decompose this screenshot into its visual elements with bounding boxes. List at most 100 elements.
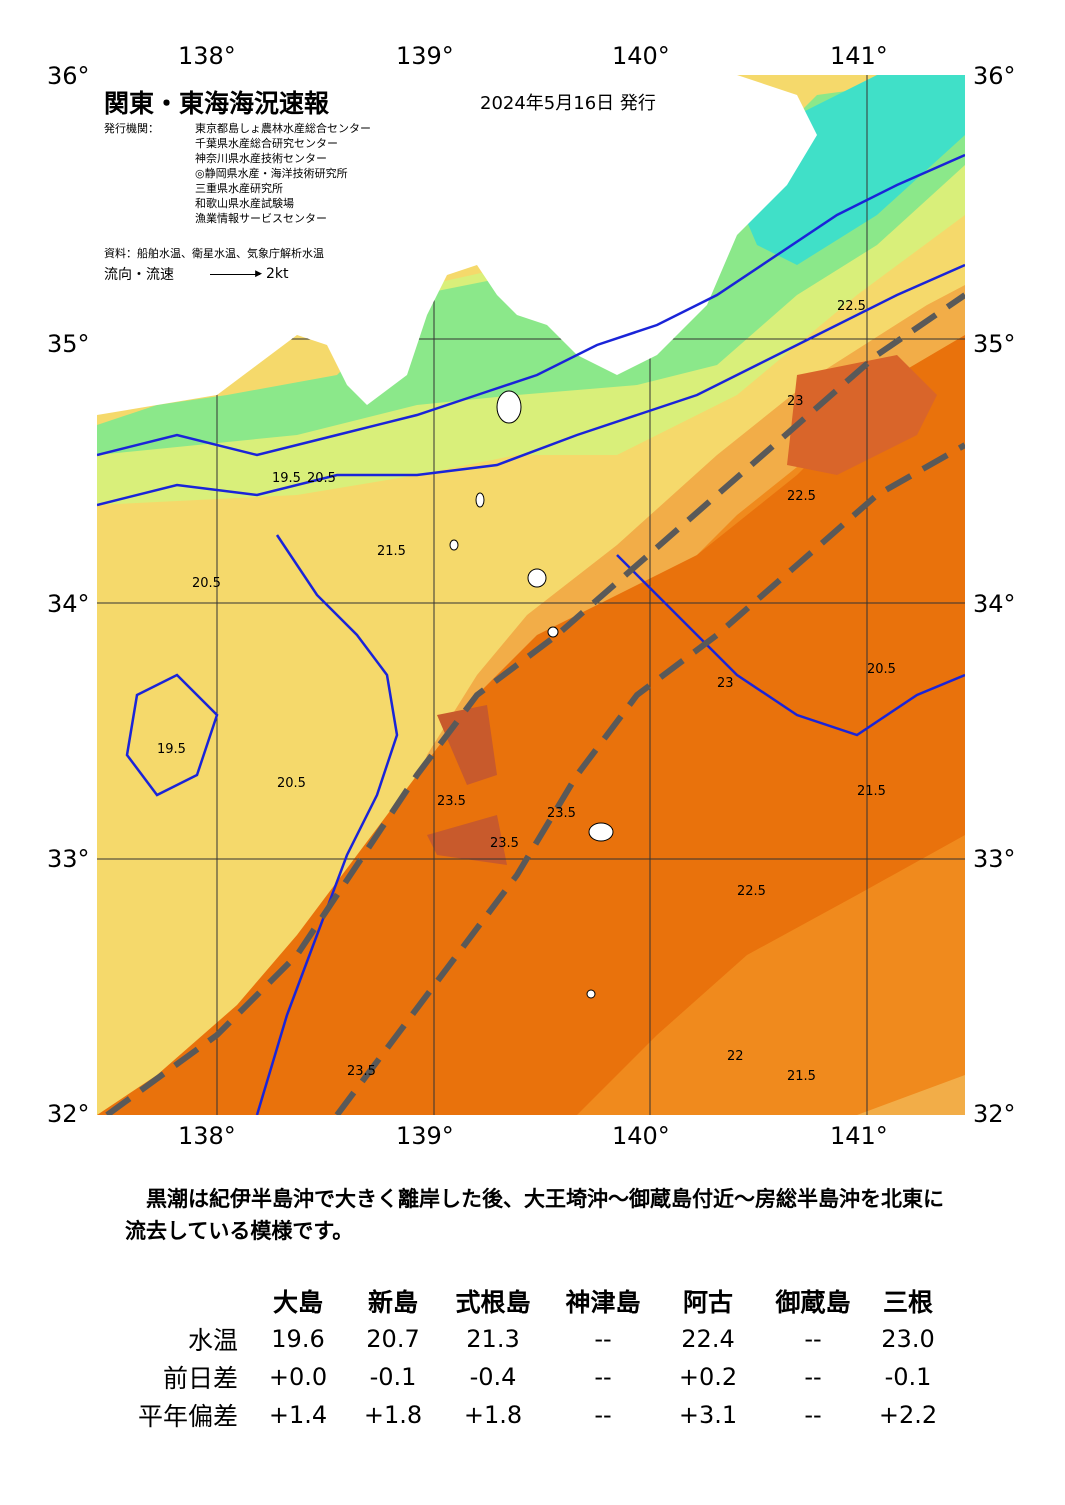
column-header: 式根島 (455, 1288, 531, 1317)
table-cell: 21.3 (466, 1325, 520, 1353)
svg-text:20.5: 20.5 (277, 776, 306, 791)
lon-tick-bottom-140: 140° (612, 1122, 670, 1150)
issue-date: 2024年5月16日 発行 (480, 93, 656, 114)
contour-value-labels: 19.5 20.5 20.5 19.5 20.5 21.5 23.5 23.5 … (157, 299, 896, 1084)
svg-text:23: 23 (787, 394, 804, 409)
table-cell: -- (594, 1363, 612, 1391)
table-header-row: 大島 新島 式根島 神津島 阿古 御蔵島 三根 (120, 1282, 948, 1320)
issuer-item: 東京都島しょ農林水産総合センター (195, 122, 371, 135)
column-header: 三根 (882, 1288, 933, 1317)
lat-tick-left-36: 36° (47, 62, 90, 90)
table-corner (120, 1282, 248, 1320)
svg-text:20.5: 20.5 (192, 576, 221, 591)
island-mikurajima (547, 626, 559, 638)
table-cell: 22.4 (681, 1325, 735, 1353)
lat-tick-right-33: 33° (973, 845, 1016, 873)
map-title: 関東・東海海況速報 (104, 89, 330, 118)
table-row: 前日差 +0.0 -0.1 -0.4 -- +0.2 -- -0.1 (120, 1358, 948, 1396)
flow-legend-label: 流向・流速 (104, 267, 174, 283)
svg-text:22.5: 22.5 (837, 299, 866, 314)
lon-tick-top-140: 140° (612, 42, 670, 70)
lon-tick-top-138: 138° (178, 42, 236, 70)
svg-text:23.5: 23.5 (490, 836, 519, 851)
svg-text:21.5: 21.5 (857, 784, 886, 799)
svg-text:19.5: 19.5 (272, 471, 301, 486)
issuer-list: 東京都島しょ農林水産総合センター 千葉県水産総合研究センター 神奈川県水産技術セ… (195, 121, 371, 226)
table-cell: -- (804, 1363, 822, 1391)
row-label: 平年偏差 (137, 1402, 238, 1431)
sea-band-23 (97, 335, 965, 1115)
sea-band-23-5-east (787, 355, 937, 475)
table-cell: -0.1 (884, 1363, 932, 1391)
islands (449, 390, 614, 999)
lat-tick-right-35: 35° (973, 330, 1016, 358)
table-cell: +1.8 (363, 1401, 423, 1429)
table-row: 水温 19.6 20.7 21.3 -- 22.4 -- 23.0 (120, 1320, 948, 1358)
svg-text:19.5: 19.5 (157, 742, 186, 757)
lon-tick-bottom-138: 138° (178, 1122, 236, 1150)
table-cell: -- (804, 1325, 822, 1353)
lon-tick-top-139: 139° (396, 42, 454, 70)
table-cell: -0.1 (369, 1363, 417, 1391)
lon-tick-top-141: 141° (830, 42, 888, 70)
sea-band-24 (427, 705, 507, 865)
lat-tick-left-32: 32° (47, 1100, 90, 1128)
table-cell: +0.2 (678, 1363, 738, 1391)
lon-tick-bottom-139: 139° (396, 1122, 454, 1150)
svg-text:20.5: 20.5 (867, 662, 896, 677)
issuer-item: 神奈川県水産技術センター (195, 152, 327, 165)
lat-tick-right-34: 34° (973, 590, 1016, 618)
issuer-item: 三重県水産研究所 (195, 182, 283, 195)
svg-text:22: 22 (727, 1049, 744, 1064)
column-header: 神津島 (565, 1288, 641, 1317)
island-niijima (475, 492, 485, 508)
lat-tick-right-36: 36° (973, 62, 1016, 90)
svg-text:21.5: 21.5 (377, 544, 406, 559)
svg-text:23.5: 23.5 (347, 1064, 376, 1079)
svg-text:22.5: 22.5 (737, 884, 766, 899)
table-cell: +3.1 (678, 1401, 738, 1429)
land-honshu (97, 75, 817, 415)
svg-text:20.5: 20.5 (307, 471, 336, 486)
table-cell: -- (594, 1401, 612, 1429)
column-header: 阿古 (682, 1288, 733, 1317)
table-cell: -- (804, 1401, 822, 1429)
data-source: 資料：船舶水温、衛星水温、気象庁解析水温 (104, 247, 324, 260)
kuroshio-axis-lines (105, 292, 965, 1115)
row-label: 前日差 (162, 1364, 238, 1393)
table-cell: +0.0 (268, 1363, 328, 1391)
lat-tick-left-33: 33° (47, 845, 90, 873)
issuer-item: 和歌山県水産試験場 (195, 197, 294, 210)
row-label: 水温 (187, 1326, 238, 1355)
svg-text:23.5: 23.5 (437, 794, 466, 809)
flow-arrow-icon: ▶ (210, 269, 262, 278)
summary-text: 黒潮は紀伊半島沖で大きく離岸した後、大王埼沖～御蔵島付近～房総半島沖を北東に流去… (125, 1187, 944, 1243)
svg-text:23.5: 23.5 (547, 806, 576, 821)
table-cell: +1.4 (268, 1401, 328, 1429)
sea-temperature-map: 19.5 20.5 20.5 19.5 20.5 21.5 23.5 23.5 … (97, 75, 965, 1115)
lat-tick-right-32: 32° (973, 1100, 1016, 1128)
table-cell: +2.2 (878, 1401, 938, 1429)
svg-text:21.5: 21.5 (787, 1069, 816, 1084)
table-cell: 20.7 (366, 1325, 420, 1353)
isotherm-lines (97, 153, 965, 1115)
issuer-item: 漁業情報サービスセンター (195, 212, 327, 225)
island-oshima (496, 390, 522, 424)
issuer-item: 千葉県水産総合研究センター (195, 137, 338, 150)
island-aogashima (586, 989, 596, 999)
island-temperature-table: 大島 新島 式根島 神津島 阿古 御蔵島 三根 水温 19.6 20.7 21.… (120, 1282, 948, 1434)
issuer-item: ◎静岡県水産・海洋技術研究所 (195, 167, 348, 180)
svg-text:22.5: 22.5 (787, 489, 816, 504)
column-header: 御蔵島 (775, 1288, 851, 1317)
svg-text:23: 23 (717, 676, 734, 691)
column-header: 大島 (272, 1288, 323, 1317)
issuer-label: 発行機関： (104, 122, 159, 135)
island-kozushima (449, 539, 459, 551)
table-cell: -- (594, 1325, 612, 1353)
table-cell: 23.0 (881, 1325, 935, 1353)
lat-tick-left-34: 34° (47, 590, 90, 618)
lon-tick-bottom-141: 141° (830, 1122, 888, 1150)
flow-legend-value: 2kt (266, 266, 289, 282)
table-row: 平年偏差 +1.4 +1.8 +1.8 -- +3.1 -- +2.2 (120, 1396, 948, 1434)
sea-band-cool (727, 75, 965, 265)
